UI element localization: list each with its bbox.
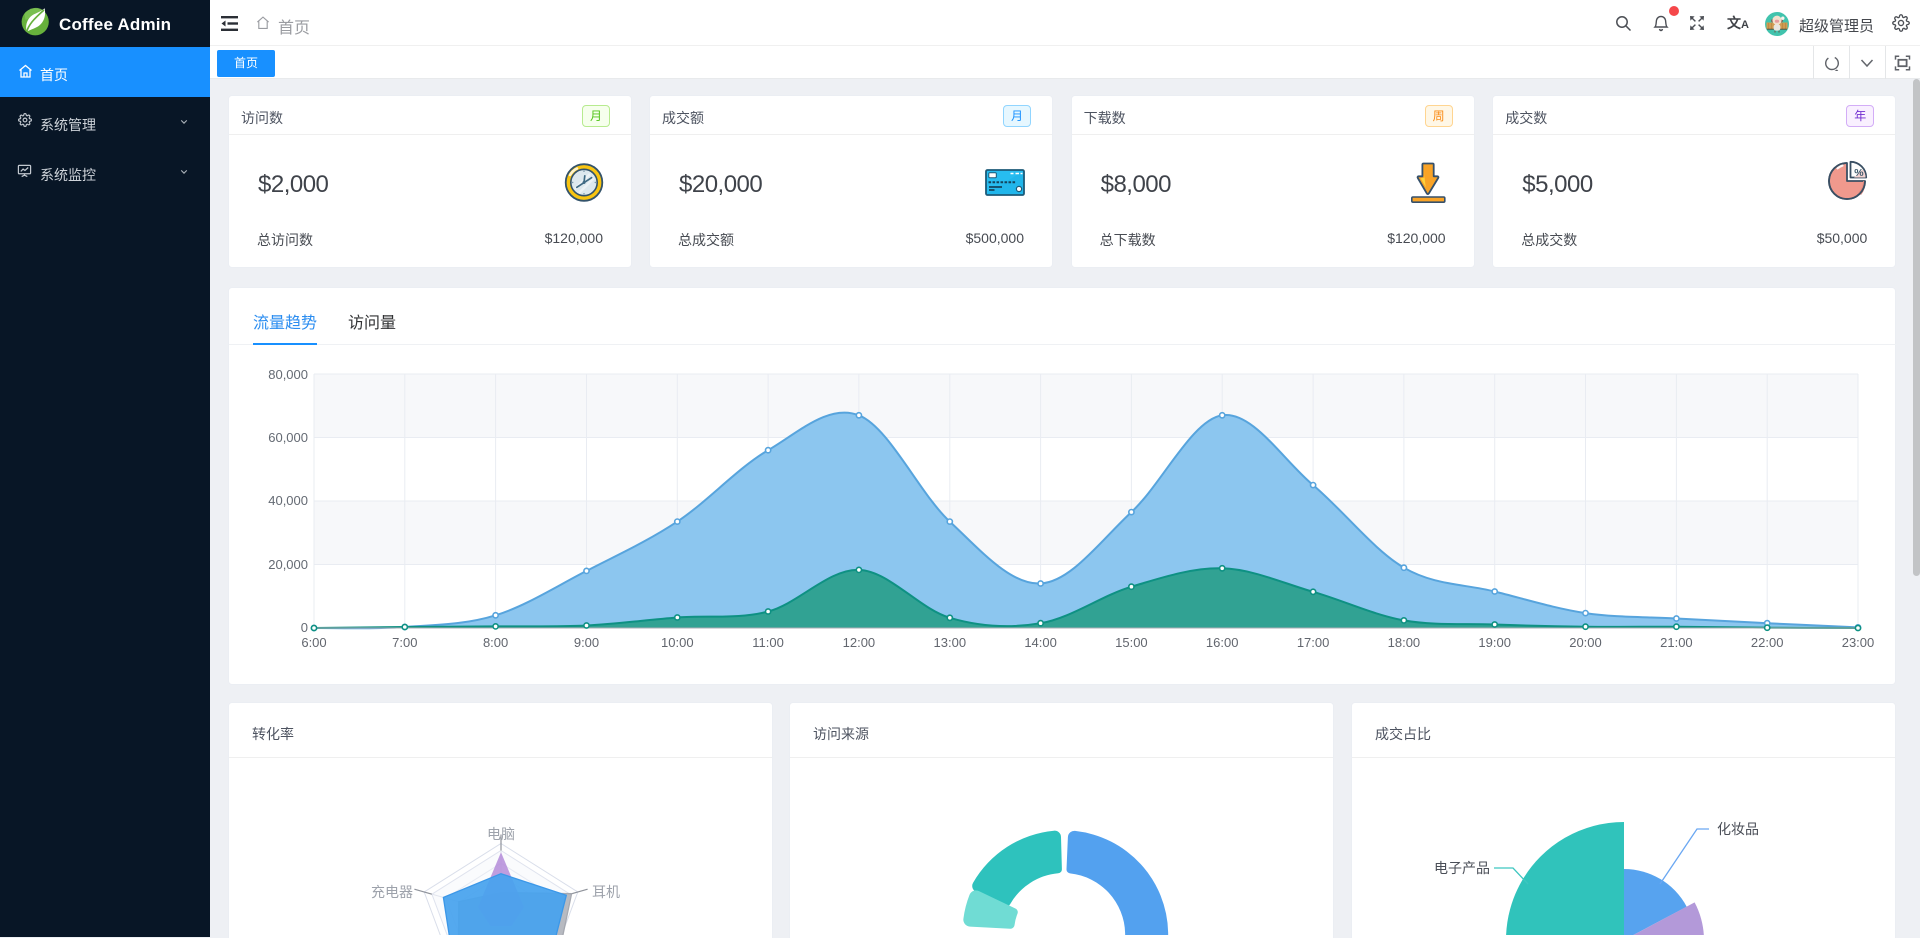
svg-text:14:00: 14:00 <box>1024 635 1057 650</box>
svg-text:充电器: 充电器 <box>371 884 413 900</box>
svg-text:22:00: 22:00 <box>1751 635 1784 650</box>
svg-text:13:00: 13:00 <box>934 635 967 650</box>
svg-text:16:00: 16:00 <box>1206 635 1239 650</box>
svg-text:%: % <box>1854 167 1864 179</box>
svg-text:60,000: 60,000 <box>268 430 308 445</box>
svg-text:0: 0 <box>301 620 308 635</box>
svg-text:11:00: 11:00 <box>752 635 784 650</box>
svg-text:12:00: 12:00 <box>843 635 876 650</box>
svg-text:40,000: 40,000 <box>268 493 308 508</box>
svg-text:18:00: 18:00 <box>1388 635 1421 650</box>
svg-text:23:00: 23:00 <box>1842 635 1875 650</box>
svg-text:8:00: 8:00 <box>483 635 508 650</box>
svg-text:电脑: 电脑 <box>487 826 515 842</box>
svg-text:17:00: 17:00 <box>1297 635 1330 650</box>
svg-text:15:00: 15:00 <box>1115 635 1148 650</box>
svg-text:电子产品: 电子产品 <box>1434 860 1490 876</box>
svg-text:20:00: 20:00 <box>1569 635 1602 650</box>
svg-text:80,000: 80,000 <box>268 367 308 382</box>
svg-text:耳机: 耳机 <box>592 884 620 900</box>
svg-text:10:00: 10:00 <box>661 635 694 650</box>
svg-text:化妆品: 化妆品 <box>1717 821 1759 837</box>
svg-text:19:00: 19:00 <box>1478 635 1511 650</box>
svg-text:7:00: 7:00 <box>392 635 417 650</box>
svg-text:6:00: 6:00 <box>301 635 326 650</box>
svg-text:20,000: 20,000 <box>268 557 308 572</box>
svg-text:9:00: 9:00 <box>574 635 599 650</box>
svg-text:21:00: 21:00 <box>1660 635 1693 650</box>
